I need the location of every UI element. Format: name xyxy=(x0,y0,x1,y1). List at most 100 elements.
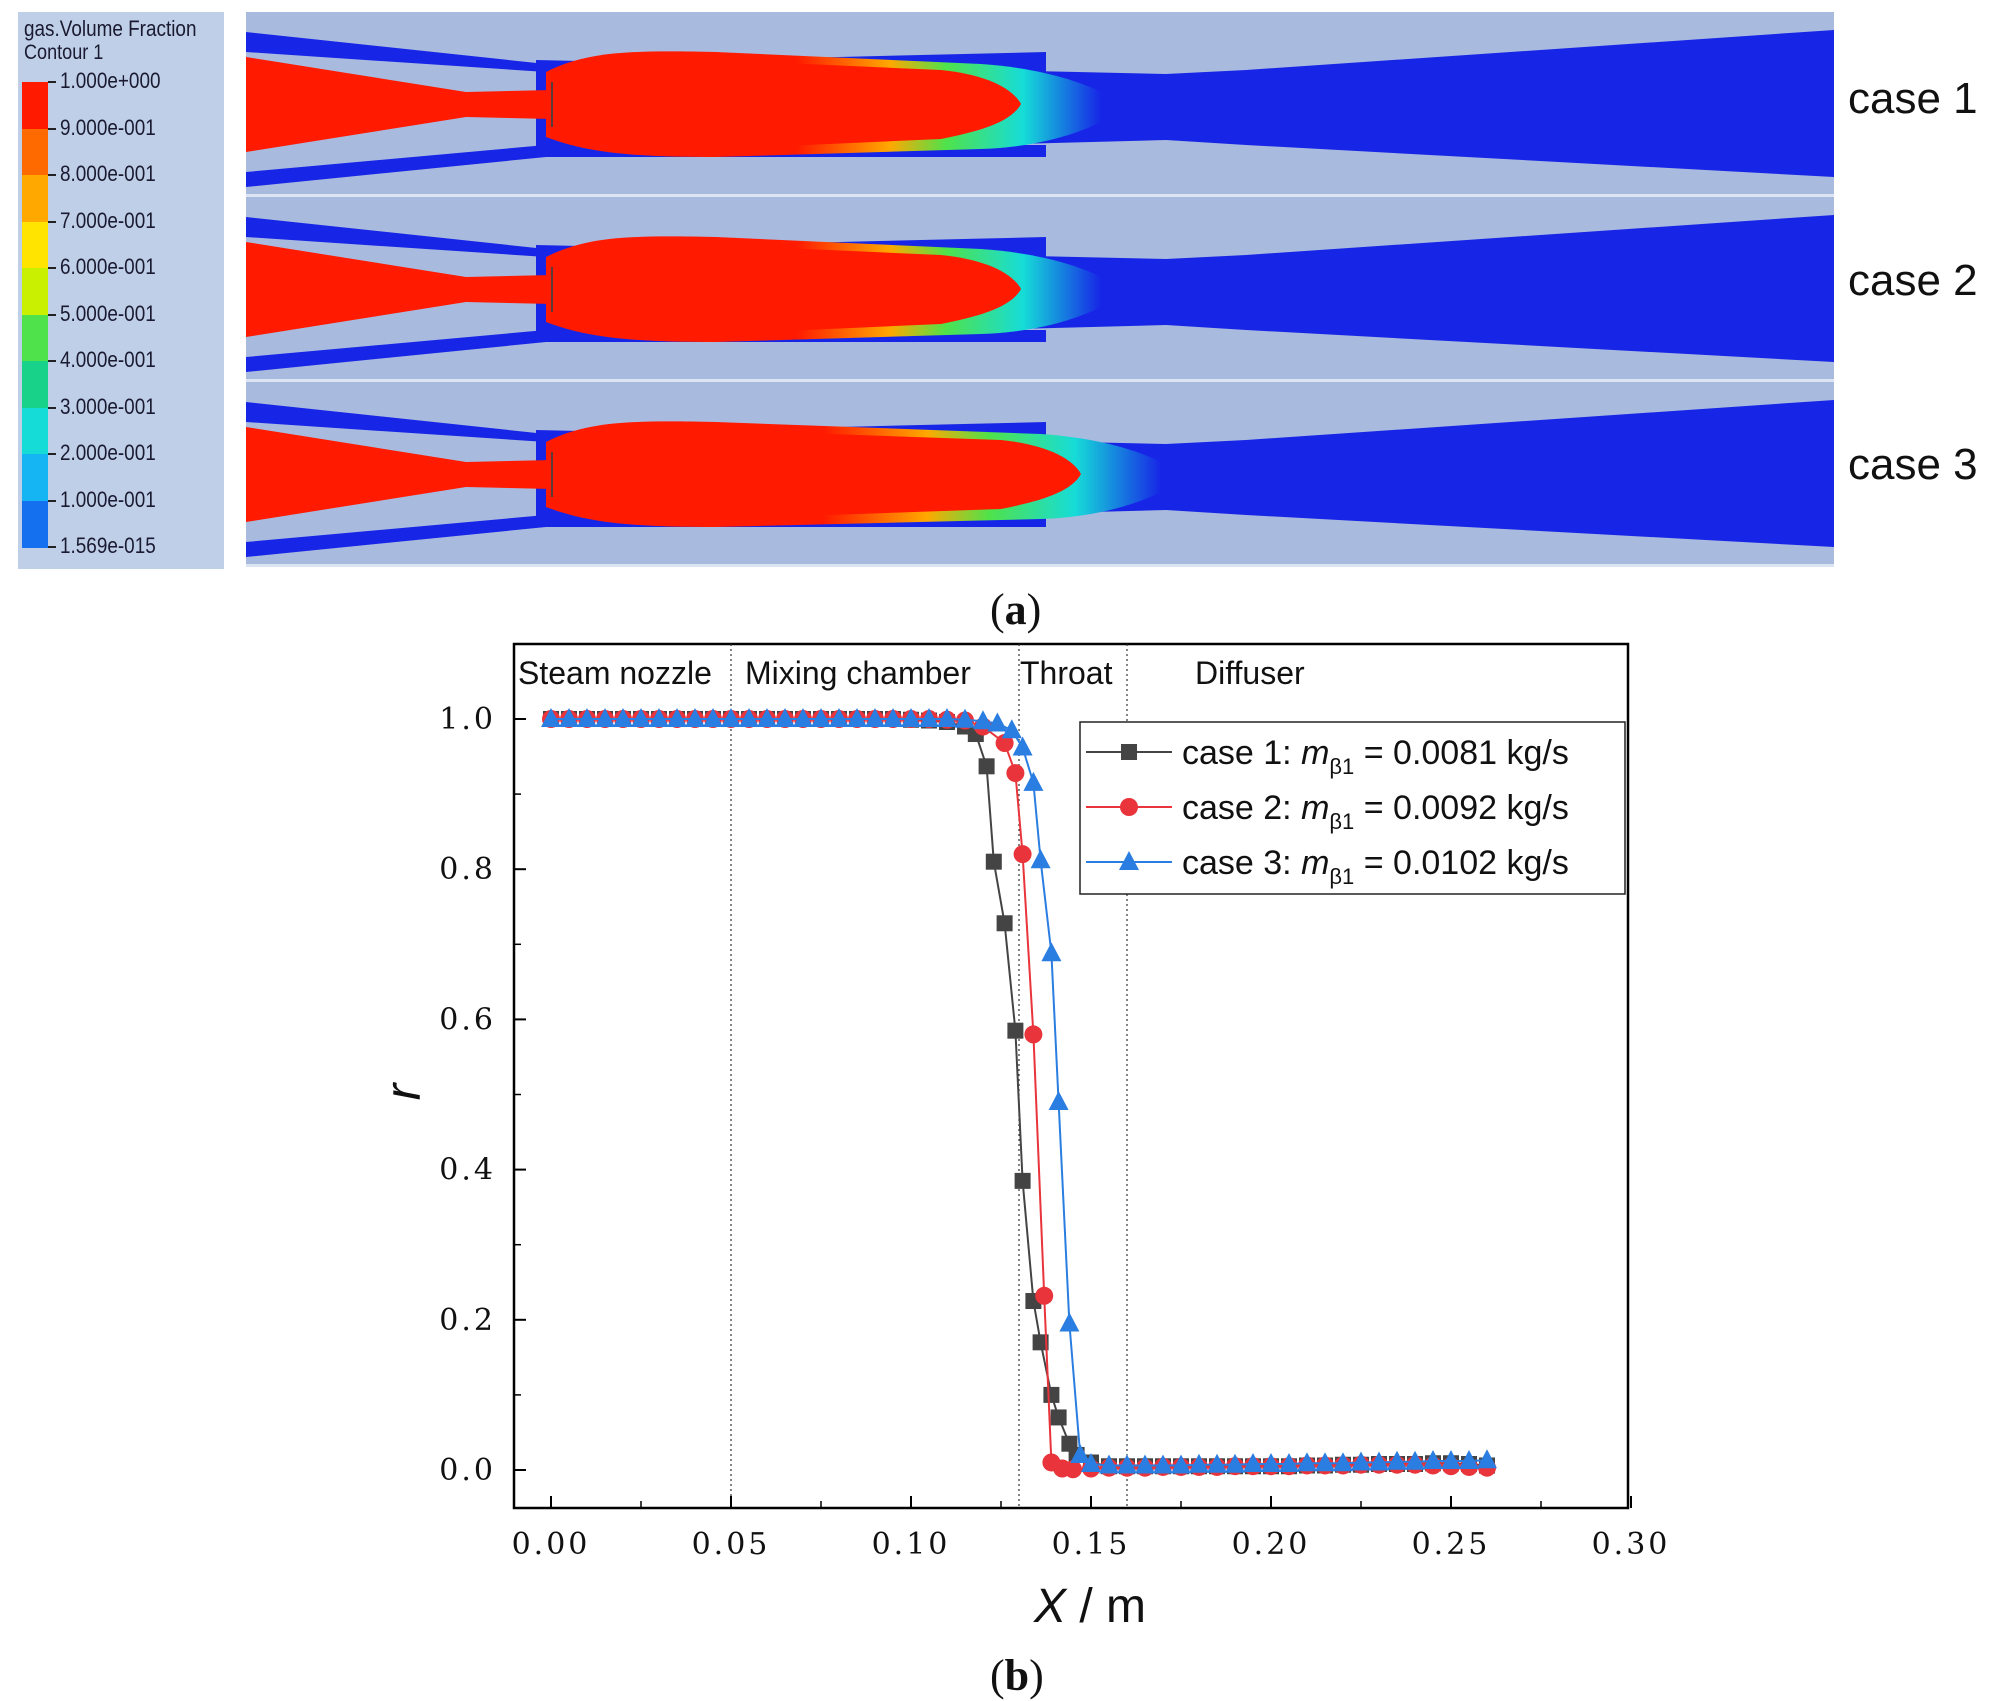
contour-legend: gas.Volume Fraction Contour 1 1.000e+000… xyxy=(18,12,224,569)
plot-series xyxy=(541,708,1497,1479)
legend-var: m xyxy=(1301,734,1329,772)
data-point xyxy=(559,708,579,727)
region-label: Mixing chamber xyxy=(745,655,971,691)
data-point xyxy=(1006,764,1025,783)
data-point xyxy=(1050,1409,1067,1426)
y-tick-label: 0.8 xyxy=(439,852,496,887)
legend-prefix: case 1: xyxy=(1182,734,1301,772)
legend-swatch xyxy=(22,407,48,455)
data-point xyxy=(1261,1452,1281,1472)
legend-level-label: 5.000e-001 xyxy=(60,300,156,326)
x-tick-label: 0.05 xyxy=(692,1527,771,1562)
legend-level-label: 2.000e-001 xyxy=(60,440,156,465)
legend-suffix: = 0.0081 kg/s xyxy=(1354,734,1569,772)
series-3 xyxy=(541,708,1497,1474)
y-axis-label: r xyxy=(375,1081,431,1100)
data-point xyxy=(1135,1454,1155,1474)
region-label: Diffuser xyxy=(1195,655,1305,691)
contour-plot xyxy=(246,12,1834,567)
legend-level-label: 3.000e-001 xyxy=(60,393,156,419)
plot-border xyxy=(512,642,1630,1510)
legend-level-label: 4.000e-001 xyxy=(60,347,156,372)
data-point xyxy=(775,708,795,727)
x-tick-label: 0.20 xyxy=(1232,1527,1311,1562)
data-point xyxy=(1081,1452,1101,1472)
data-point xyxy=(739,708,759,727)
x-tick-label: 0.15 xyxy=(1052,1527,1131,1562)
suction-lower xyxy=(246,330,1046,372)
legend-tick xyxy=(48,406,56,409)
contour-cases xyxy=(246,12,1834,567)
legend-swatch xyxy=(22,454,48,502)
case-contour-1 xyxy=(246,12,1834,197)
legend-tick xyxy=(48,313,56,316)
case-1-label: case 1 xyxy=(1848,74,1978,123)
x-tick-label: 0.25 xyxy=(1412,1527,1491,1562)
legend-level-label: 9.000e-001 xyxy=(60,114,156,140)
data-point xyxy=(985,853,1002,870)
panel-a-label: (a) xyxy=(990,585,1042,634)
data-point xyxy=(577,708,597,727)
legend-subtitle: Contour 1 xyxy=(24,41,104,64)
y-tick-label: 0.6 xyxy=(439,1002,496,1037)
data-point xyxy=(1387,1450,1407,1470)
y-tick-label: 0.0 xyxy=(439,1453,496,1488)
legend-entry: case 2: mβ1 = 0.0092 kg/s xyxy=(1182,789,1569,834)
data-point xyxy=(1189,1453,1209,1473)
legend-entry: case 1: mβ1 = 0.0081 kg/s xyxy=(1182,734,1569,779)
data-point xyxy=(1012,736,1033,756)
legend-suffix: = 0.0102 kg/s xyxy=(1354,844,1569,882)
case-2-label: case 2 xyxy=(1848,256,1978,305)
gas-core-red xyxy=(556,429,1081,519)
data-point xyxy=(1117,1454,1137,1474)
contour-separator xyxy=(246,194,1834,197)
data-point xyxy=(1041,942,1062,962)
legend-tick xyxy=(48,546,56,548)
x-tick-label: 0.10 xyxy=(872,1527,951,1562)
legend-level-label: 6.000e-001 xyxy=(60,254,156,279)
legend-sub: β1 xyxy=(1329,754,1354,779)
data-point xyxy=(1048,1091,1069,1111)
case-contour-2 xyxy=(246,197,1834,382)
x-tick-label: 0.00 xyxy=(512,1527,591,1562)
y-tick-label: 0.4 xyxy=(439,1153,496,1188)
legend-swatch xyxy=(22,82,48,130)
data-point xyxy=(1207,1453,1227,1473)
legend-swatch xyxy=(22,500,48,548)
legend-swatch xyxy=(22,314,48,362)
legend-tick xyxy=(48,453,56,455)
data-point xyxy=(996,915,1013,932)
x-axis-var: X xyxy=(1033,1580,1068,1633)
data-point xyxy=(1333,1452,1353,1472)
data-point xyxy=(1153,1454,1173,1474)
data-point xyxy=(1243,1452,1263,1472)
data-point xyxy=(1099,1454,1119,1474)
data-point xyxy=(937,708,957,727)
data-point xyxy=(811,708,831,727)
legend-level-label: 8.000e-001 xyxy=(60,161,156,186)
contour-separator xyxy=(246,564,1834,567)
legend-sub: β1 xyxy=(1329,864,1354,889)
legend-suffix: = 0.0092 kg/s xyxy=(1354,789,1569,827)
data-point xyxy=(1064,1460,1082,1479)
data-point xyxy=(995,734,1014,753)
data-point xyxy=(1405,1450,1425,1470)
gas-core-red xyxy=(556,59,1021,149)
x-axis-label: X / m xyxy=(1033,1580,1146,1633)
suction-lower xyxy=(246,515,1046,557)
data-point xyxy=(1369,1451,1389,1471)
legend-prefix: case 3: xyxy=(1182,844,1301,882)
x-axis-unit: / m xyxy=(1066,1580,1146,1633)
legend-level-label: 1.000e-001 xyxy=(60,486,156,512)
case-contour-3 xyxy=(246,382,1834,567)
data-point xyxy=(721,708,741,727)
plot-text: 0.00 0.05 0.10 0.15 0.20 0.25 0.30 0.0 0.2 0.4 0.6… xyxy=(375,655,1667,1633)
data-point xyxy=(1070,1443,1091,1463)
data-point xyxy=(1032,1334,1049,1351)
data-point xyxy=(757,708,777,727)
data-point xyxy=(973,710,993,730)
legend-prefix: case 2: xyxy=(1182,789,1301,827)
data-point xyxy=(1279,1452,1299,1472)
steam-nozzle xyxy=(246,242,552,337)
data-point xyxy=(613,708,633,727)
